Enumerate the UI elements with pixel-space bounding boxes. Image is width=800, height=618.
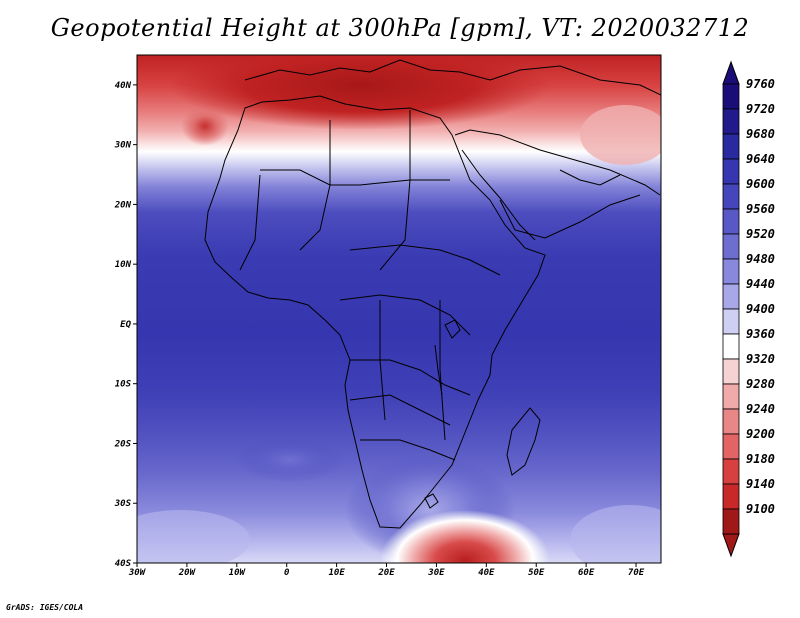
y-tick-label: 20S — [114, 439, 132, 449]
legend-bottom-arrow — [722, 533, 740, 558]
legend-color-box — [722, 183, 740, 210]
y-axis-ticks: 40N 30N 20N 10N EQ 10S 20S 30S 40S — [114, 81, 137, 569]
x-tick-label: 30E — [427, 568, 445, 578]
legend-level-label: 9520 — [746, 227, 775, 241]
x-tick-label: 20E — [377, 568, 395, 578]
legend-level-label: 9100 — [746, 502, 775, 516]
legend-color-box — [722, 358, 740, 385]
legend-color-box — [722, 108, 740, 135]
border-4 — [239, 174, 261, 271]
legend-level-label: 9640 — [746, 152, 775, 166]
legend-boxes — [722, 60, 740, 558]
lake-victoria — [444, 319, 461, 339]
legend-level-label: 9200 — [746, 427, 775, 441]
legend-color-box — [722, 483, 740, 510]
legend-color-box — [722, 83, 740, 110]
legend-color-box — [722, 158, 740, 185]
y-tick-label: 30S — [114, 499, 132, 509]
legend-level-label: 9360 — [746, 327, 775, 341]
legend-color-box — [722, 133, 740, 160]
lesotho — [424, 493, 439, 509]
border-9 — [360, 439, 456, 461]
y-tick-label: 30N — [114, 141, 132, 151]
legend-color-box — [722, 333, 740, 360]
arabia-south — [499, 194, 641, 239]
legend-color-box — [722, 283, 740, 310]
y-tick-label: 20N — [114, 200, 132, 210]
legend-color-box — [722, 433, 740, 460]
border-8 — [349, 394, 451, 426]
legend-top-arrow — [722, 60, 740, 85]
border-3 — [379, 110, 411, 271]
legend-level-label: 9280 — [746, 377, 775, 391]
legend-level-label: 9240 — [746, 402, 775, 416]
grads-credit: GrADS: IGES/COLA — [6, 603, 84, 612]
legend-color-box — [722, 458, 740, 485]
x-axis-ticks: 30W 20W 10W 0 10E 20E 30E 40E 50E 60E 70E — [128, 563, 645, 578]
border-2 — [299, 120, 331, 251]
madagascar-coastline — [506, 407, 541, 476]
x-tick-label: 50E — [528, 568, 545, 578]
x-tick-label: 40E — [478, 568, 495, 578]
persian-gulf — [559, 169, 621, 186]
cutoff-low-west — [181, 106, 229, 146]
light-band-se — [570, 505, 661, 563]
ridge-north-africa — [170, 55, 550, 130]
map-title: Geopotential Height at 300hPa [gpm], VT:… — [50, 14, 750, 42]
legend-level-label: 9140 — [746, 477, 775, 491]
legend-level-label: 9320 — [746, 352, 775, 366]
low-southern-ocean — [380, 510, 550, 563]
legend-level-label: 9600 — [746, 177, 775, 191]
border-11 — [439, 300, 446, 441]
africa-coastline — [204, 95, 546, 529]
legend-level-label: 9720 — [746, 102, 775, 116]
border-6 — [339, 294, 471, 336]
y-tick-label: 40S — [115, 559, 132, 569]
y-tick-label: EQ — [120, 320, 131, 330]
x-tick-label: 10W — [229, 568, 247, 578]
mediterranean-north — [244, 59, 661, 96]
arabia-coastline — [454, 129, 661, 196]
legend-color-box — [722, 508, 740, 535]
legend-color-box — [722, 258, 740, 285]
x-tick-label: 0 — [284, 568, 290, 578]
x-tick-label: 70E — [628, 568, 645, 578]
border-1 — [260, 169, 450, 186]
legend-level-label: 9180 — [746, 452, 775, 466]
legend-level-label: 9480 — [746, 252, 775, 266]
legend-color-box — [722, 383, 740, 410]
legend-color-box — [722, 233, 740, 260]
red-sea — [461, 149, 536, 241]
border-7 — [350, 359, 471, 396]
border-5 — [349, 244, 501, 276]
x-tick-label: 30W — [128, 568, 147, 578]
legend-color-box — [722, 408, 740, 435]
legend-level-label: 9760 — [746, 77, 775, 91]
legend-level-label: 9680 — [746, 127, 775, 141]
legend-labels: 9760 9720 9680 9640 9600 9560 9520 9480 9440 9400… — [746, 77, 775, 516]
x-tick-label: 20W — [178, 568, 197, 578]
legend-level-label: 9440 — [746, 277, 775, 291]
light-band-sw — [137, 510, 250, 563]
y-tick-label: 10N — [115, 260, 132, 270]
x-tick-label: 10E — [328, 568, 345, 578]
border-10 — [379, 300, 386, 421]
y-tick-label: 40N — [115, 81, 132, 91]
legend-color-box — [722, 208, 740, 235]
lake-tanganyika — [434, 344, 443, 396]
plot-frame — [136, 54, 662, 564]
trough-south-atlantic — [235, 438, 345, 482]
cutoff-low-middle-east — [580, 105, 661, 165]
legend-color-box — [722, 308, 740, 335]
legend-level-label: 9560 — [746, 202, 775, 216]
y-tick-label: 10S — [115, 380, 132, 390]
coastlines-and-borders — [204, 59, 661, 529]
x-tick-label: 60E — [578, 568, 595, 578]
legend-level-label: 9400 — [746, 302, 775, 316]
